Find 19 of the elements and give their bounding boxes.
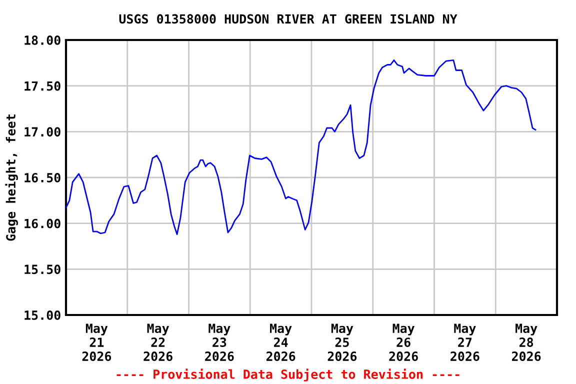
text: ---- Provisional Data Subject to Revision ----: [116, 368, 460, 382]
chart-title: USGS 01358000 HUDSON RIVER AT GREEN ISLAND NY: [119, 14, 458, 24]
y-tick-label: 16.00: [24, 218, 60, 228]
y-tick-label: 15.00: [24, 310, 60, 320]
line-series: [66, 59, 536, 236]
y-tick-label: 17.00: [24, 127, 60, 137]
x-tick-label: May 23 2026: [205, 324, 234, 362]
y-tick-label: 16.50: [24, 172, 60, 182]
y-tick-label: 18.00: [24, 35, 60, 45]
y-tick-label: 15.50: [24, 264, 60, 274]
x-tick-label: May 24 2026: [266, 324, 296, 362]
y-tick-label: 17.50: [24, 81, 60, 91]
x-tick-label: May 21 2026: [82, 324, 112, 362]
x-tick-label: May 25 2026: [328, 324, 357, 362]
x-tick-label: May 26 2026: [389, 324, 418, 362]
y-axis-title: Gage height, feet: [5, 114, 18, 241]
x-tick-label: May 22 2026: [144, 324, 172, 362]
x-tick-label: May 27 2026: [450, 324, 480, 362]
x-tick-label: May 28 2026: [512, 324, 541, 362]
